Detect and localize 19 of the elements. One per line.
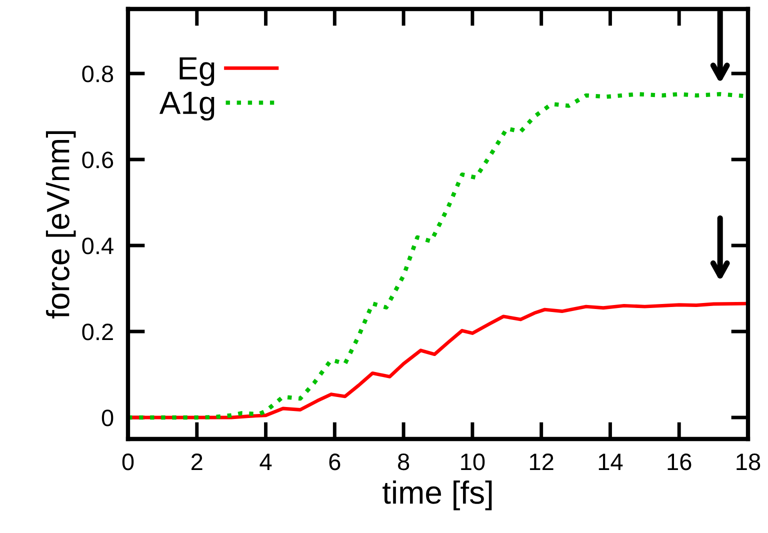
y-axis-title: force [eV/nm] [46, 131, 76, 319]
x-tick-label: 0 [122, 454, 134, 470]
x-tick-label: 12 [530, 454, 554, 470]
x-tick-label: 4 [260, 454, 272, 470]
x-tick-label: 16 [668, 454, 692, 470]
x-tick-label: 2 [192, 454, 202, 470]
y-tick-label: 0.6 [82, 152, 114, 168]
y-tick-label: 0.2 [82, 324, 113, 340]
x-axis-title: time [fs] [382, 480, 492, 510]
y-tick-label: 0 [102, 410, 114, 426]
x-tick-label: 14 [598, 454, 623, 470]
y-tick-label: 0.4 [82, 238, 114, 254]
x-tick-label: 6 [329, 454, 340, 470]
legend-label: A1g [159, 92, 214, 121]
x-tick-label: 18 [736, 454, 760, 470]
y-tick-label: 0.8 [82, 66, 114, 82]
x-tick-label: 10 [461, 454, 485, 470]
x-tick-label: 8 [398, 454, 410, 470]
legend-label: Eg [180, 57, 214, 86]
